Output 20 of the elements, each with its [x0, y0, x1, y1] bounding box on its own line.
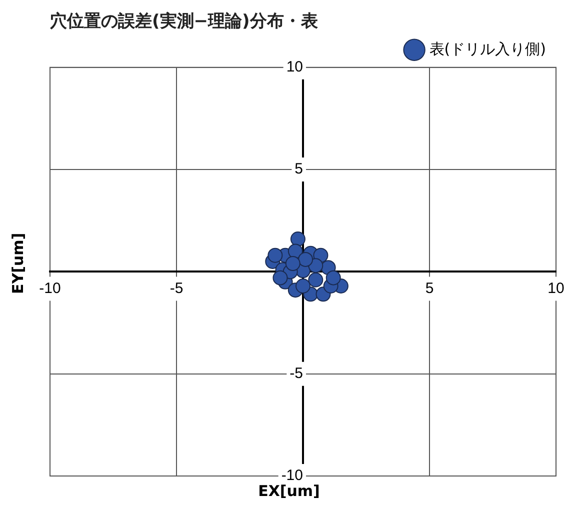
x-tick-label: -5: [170, 280, 184, 297]
x-tick-label: -10: [39, 280, 61, 297]
y-tick-label: 10: [286, 58, 303, 76]
y-tick-label: -5: [290, 364, 303, 382]
point: [326, 270, 341, 286]
chart-title: 穴位置の誤差(実測−理論)分布・表: [49, 12, 319, 32]
point: [290, 232, 306, 247]
point: [272, 270, 288, 286]
point: [308, 272, 324, 288]
x-tick-label: 10: [548, 280, 564, 297]
point: [285, 256, 300, 272]
point: [298, 252, 314, 267]
x-tick-label: 5: [425, 280, 434, 297]
legend-label: 表(ドリル入り側): [429, 40, 546, 58]
y-tick-label: 5: [294, 160, 303, 178]
point: [268, 248, 283, 263]
y-axis-title: EY[um]: [9, 232, 27, 294]
point: [296, 278, 310, 294]
x-axis-title: EX[um]: [257, 482, 321, 500]
y-tick-label: -10: [281, 467, 303, 484]
